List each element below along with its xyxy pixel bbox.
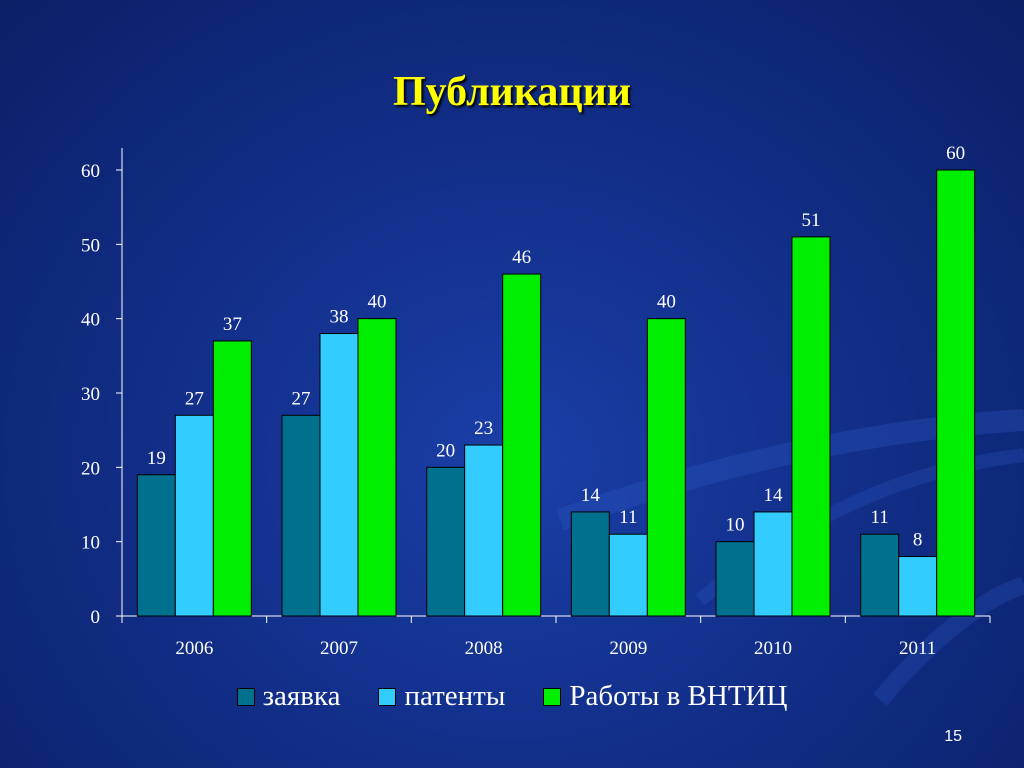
legend-swatch-zayavka <box>236 687 255 706</box>
data-label: 60 <box>946 143 965 164</box>
bar <box>936 169 976 617</box>
bar <box>791 236 831 617</box>
y-tick-label: 10 <box>81 533 100 554</box>
data-label: 14 <box>764 485 784 506</box>
bar <box>357 318 397 617</box>
bar <box>570 511 610 617</box>
slide-title: Публикации <box>393 69 631 115</box>
legend-item-zayavka: заявка <box>236 680 341 713</box>
data-label: 8 <box>913 530 923 551</box>
chart-legend: заявка патенты Работы в ВНТИЦ <box>0 680 1024 713</box>
bar <box>319 333 359 617</box>
legend-item-patenty: патенты <box>378 680 505 713</box>
y-tick-label: 60 <box>81 161 100 182</box>
bar <box>174 414 214 617</box>
data-label: 38 <box>330 307 349 328</box>
data-label: 27 <box>185 388 204 409</box>
y-tick-label: 50 <box>81 235 100 256</box>
data-label: 40 <box>368 292 387 313</box>
y-tick-label: 40 <box>81 310 100 331</box>
bar <box>426 466 466 617</box>
data-label: 10 <box>726 515 745 536</box>
bar <box>136 474 176 617</box>
y-tick-label: 30 <box>81 384 100 405</box>
legend-item-raboty: Работы в ВНТИЦ <box>543 680 787 713</box>
data-label: 46 <box>512 247 531 268</box>
bar <box>646 318 686 617</box>
data-label: 37 <box>223 314 242 335</box>
data-label: 51 <box>802 210 821 231</box>
x-tick-label: 2007 <box>320 638 358 659</box>
x-tick-label: 2009 <box>609 638 647 659</box>
x-tick-label: 2010 <box>754 638 792 659</box>
legend-swatch-raboty <box>543 687 562 706</box>
legend-swatch-patenty <box>378 687 397 706</box>
data-label: 20 <box>436 440 455 461</box>
data-label: 23 <box>474 418 493 439</box>
x-tick-label: 2011 <box>899 638 936 659</box>
bar <box>608 533 648 617</box>
data-label: 27 <box>292 388 311 409</box>
x-tick-label: 2006 <box>175 638 213 659</box>
slide-number: 15 <box>944 728 962 745</box>
bar <box>753 511 793 617</box>
legend-label-zayavka: заявка <box>262 680 341 712</box>
bar <box>502 273 542 617</box>
bar <box>715 541 755 617</box>
bar <box>898 556 938 617</box>
data-label: 11 <box>619 507 637 528</box>
data-label: 14 <box>581 485 601 506</box>
data-label: 19 <box>147 448 166 469</box>
data-label: 11 <box>871 507 889 528</box>
y-tick-label: 20 <box>81 458 100 479</box>
x-tick-label: 2008 <box>465 638 503 659</box>
legend-label-patenty: патенты <box>404 680 506 712</box>
bar <box>212 340 252 617</box>
bar <box>464 444 504 617</box>
bar <box>860 533 900 617</box>
y-tick-label: 0 <box>91 607 101 628</box>
legend-label-raboty: Работы в ВНТИЦ <box>569 680 788 712</box>
bar <box>281 414 321 617</box>
data-label: 40 <box>657 292 676 313</box>
